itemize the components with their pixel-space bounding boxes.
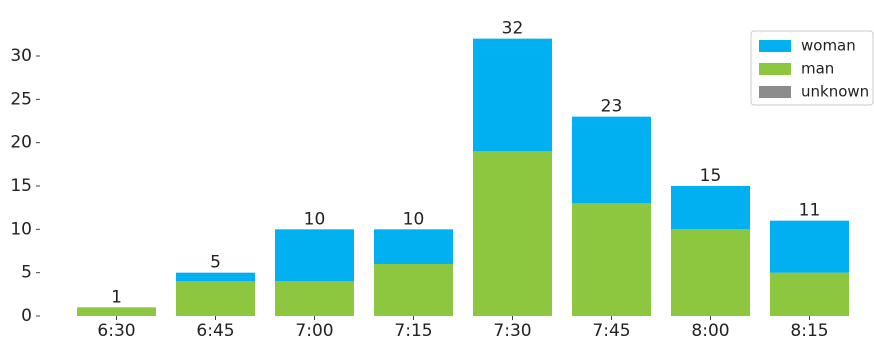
legend-swatch <box>759 86 791 98</box>
bar-segment <box>473 151 552 316</box>
bar-segment <box>77 307 156 316</box>
bar-segment <box>374 229 453 264</box>
bar-segment <box>671 186 750 230</box>
bar-segment <box>374 264 453 316</box>
total-label: 10 <box>403 209 425 229</box>
total-label: 11 <box>799 201 821 221</box>
legend-label: man <box>801 60 834 78</box>
bar-segment <box>671 229 750 316</box>
legend-swatch <box>759 63 791 75</box>
bar-segment <box>275 229 354 282</box>
total-label: 15 <box>700 166 722 186</box>
total-label: 32 <box>502 19 524 39</box>
bar-segment <box>770 272 849 316</box>
y-tick-label: 30 <box>10 46 32 66</box>
bar-segment <box>176 281 255 316</box>
legend-label: unknown <box>801 83 869 101</box>
x-tick-label: 7:15 <box>394 321 432 341</box>
x-tick-label: 8:15 <box>790 321 828 341</box>
bar-segment <box>572 203 651 316</box>
bar-segment <box>473 38 552 152</box>
total-label: 10 <box>304 209 326 229</box>
x-tick-label: 6:30 <box>97 321 135 341</box>
total-label: 5 <box>210 253 221 273</box>
legend-swatch <box>759 40 791 52</box>
y-tick-label: 20 <box>10 133 32 153</box>
x-tick-label: 7:30 <box>493 321 531 341</box>
total-label: 1 <box>111 287 122 307</box>
bar-segment <box>572 116 651 204</box>
bar-segment <box>275 281 354 316</box>
bar-segment <box>176 272 255 282</box>
y-tick-label: 25 <box>10 89 32 109</box>
y-tick-label: 5 <box>21 263 32 283</box>
x-tick-label: 7:45 <box>592 321 630 341</box>
x-tick-label: 7:00 <box>295 321 333 341</box>
x-tick-label: 8:00 <box>691 321 729 341</box>
y-tick-label: 10 <box>10 219 32 239</box>
bar-segment <box>770 220 849 273</box>
y-tick-label: 15 <box>10 176 32 196</box>
legend: woman man unknown <box>750 30 874 106</box>
legend-label: woman <box>801 37 856 55</box>
x-tick-label: 6:45 <box>196 321 234 341</box>
y-tick-label: 0 <box>21 306 32 326</box>
total-label: 23 <box>601 97 623 117</box>
